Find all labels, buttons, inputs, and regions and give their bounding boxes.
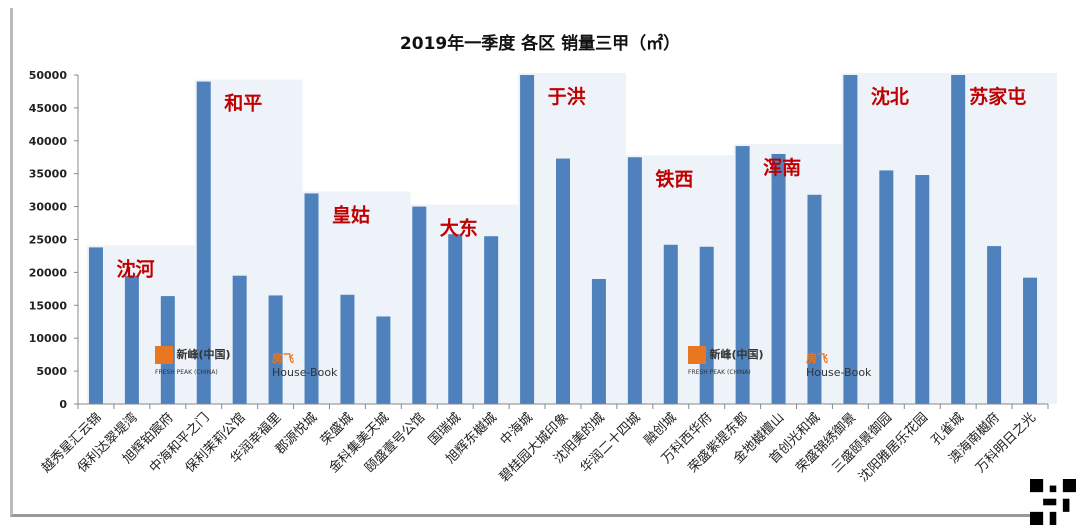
y-tick-label: 0 — [59, 398, 67, 411]
logo-subtext: House-Book — [272, 366, 338, 379]
group-label: 苏家屯 — [969, 85, 1026, 108]
bar — [556, 158, 570, 404]
fresh-peak-logo: 新峰(中国) FRESH PEAK (CHINA) — [688, 346, 764, 377]
bar — [663, 244, 678, 404]
y-tick-label: 5000 — [36, 365, 67, 378]
bar — [879, 170, 894, 404]
y-tick-label: 20000 — [29, 266, 68, 279]
housebook-logo: 房飞 House-Book — [272, 350, 337, 379]
bar — [520, 75, 535, 404]
group-band — [86, 245, 195, 404]
y-tick-label: 30000 — [29, 201, 68, 214]
group-label: 沈河 — [116, 257, 154, 280]
group-band — [625, 155, 734, 404]
bar — [88, 247, 103, 404]
bar — [124, 275, 139, 404]
group-band — [949, 73, 1058, 404]
group-band — [410, 204, 519, 404]
bar — [268, 295, 283, 404]
bar — [951, 75, 966, 404]
group-label: 和平 — [224, 92, 262, 115]
bar — [915, 175, 930, 404]
bar — [591, 278, 606, 404]
chart-title: 2019年一季度 各区 销量三甲（㎡） — [400, 33, 680, 54]
bar — [843, 75, 858, 404]
bar — [304, 193, 319, 404]
group-label: 皇姑 — [332, 203, 370, 226]
y-tick-label: 25000 — [29, 234, 68, 247]
logo-subtext: FRESH PEAK (CHINA) — [688, 369, 751, 376]
logo-subtext: FRESH PEAK (CHINA) — [155, 369, 218, 376]
group-label: 于洪 — [548, 86, 586, 108]
bar — [484, 236, 499, 404]
y-tick-label: 15000 — [29, 299, 68, 312]
logo-text: 房飞 — [272, 352, 294, 365]
bar — [1023, 277, 1038, 404]
bar — [232, 275, 247, 404]
housebook-logo: 房飞 House-Book — [806, 350, 871, 379]
fresh-peak-logo: 新峰(中国) FRESH PEAK (CHINA) — [155, 346, 231, 377]
group-label: 沈北 — [871, 85, 909, 108]
bar — [771, 153, 786, 404]
group-band — [194, 79, 303, 404]
y-tick-label: 45000 — [29, 102, 68, 115]
bar — [340, 294, 355, 404]
y-tick-label: 10000 — [29, 332, 68, 345]
bar — [376, 316, 391, 404]
bar — [987, 246, 1002, 404]
y-tick-label: 50000 — [29, 69, 68, 82]
bar — [807, 194, 822, 404]
y-tick-label: 40000 — [29, 135, 68, 148]
group-band — [733, 144, 842, 404]
logo-text: 新峰(中国) — [176, 348, 231, 361]
group-band — [841, 73, 950, 404]
y-tick-label: 35000 — [29, 168, 68, 181]
qr-code-icon — [1030, 479, 1076, 525]
group-band — [518, 73, 626, 404]
bar — [448, 234, 463, 404]
group-label: 大东 — [440, 217, 478, 240]
group-label: 浑南 — [763, 157, 801, 179]
logo-text: 新峰(中国) — [709, 348, 764, 361]
group-label: 铁西 — [655, 167, 693, 190]
bar — [627, 157, 642, 404]
group-band — [302, 191, 411, 404]
bar — [699, 246, 714, 404]
bar — [412, 206, 427, 404]
bar — [196, 81, 211, 404]
logo-text: 房飞 — [806, 352, 828, 365]
bar — [735, 146, 750, 404]
logo-subtext: House-Book — [806, 366, 872, 379]
